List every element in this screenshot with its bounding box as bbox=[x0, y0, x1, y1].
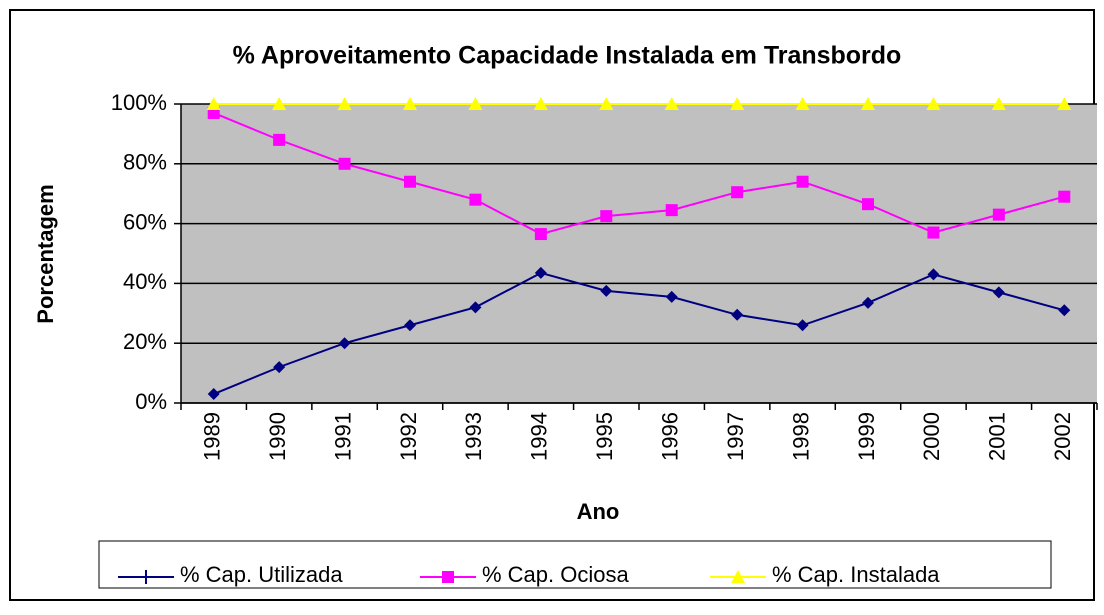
legend-label: % Cap. Utilizada bbox=[180, 562, 343, 587]
marker-square bbox=[273, 133, 286, 146]
marker-triangle bbox=[926, 97, 941, 110]
marker-triangle bbox=[1057, 97, 1072, 110]
x-tick-label: 2002 bbox=[1050, 412, 1075, 461]
y-tick-label: 80% bbox=[123, 150, 167, 175]
x-tick-label: 1991 bbox=[330, 412, 355, 461]
marker-triangle bbox=[403, 97, 417, 110]
marker-triangle bbox=[991, 97, 1006, 110]
marker-square bbox=[338, 157, 351, 170]
x-axis-label: Ano bbox=[577, 499, 620, 524]
marker-square bbox=[1058, 190, 1071, 203]
marker-diamond bbox=[992, 286, 1005, 299]
legend-label: % Cap. Ociosa bbox=[482, 562, 629, 587]
x-tick-label: 1994 bbox=[527, 412, 552, 461]
marker-diamond bbox=[927, 268, 940, 281]
marker-diamond bbox=[1058, 304, 1071, 317]
marker-diamond bbox=[207, 388, 220, 401]
plot-area bbox=[181, 104, 1097, 403]
marker-square bbox=[796, 175, 809, 188]
series-line bbox=[213, 271, 1065, 395]
marker-diamond bbox=[338, 337, 351, 350]
x-tick-label: 1989 bbox=[200, 412, 225, 461]
x-tick-label: 1997 bbox=[723, 412, 748, 461]
legend-box bbox=[98, 540, 1052, 589]
marker-diamond bbox=[600, 284, 613, 297]
series-line bbox=[213, 112, 1065, 236]
marker-square bbox=[469, 193, 482, 206]
chart-title: % Aproveitamento Capacidade Instalada em… bbox=[233, 42, 902, 70]
x-tick-label: 1990 bbox=[265, 412, 290, 461]
marker-triangle bbox=[730, 97, 745, 110]
marker-diamond bbox=[273, 361, 286, 374]
marker-square bbox=[442, 571, 454, 583]
marker-square bbox=[862, 198, 874, 211]
x-tick-label: 1995 bbox=[592, 412, 617, 461]
x-tick-label: 1998 bbox=[788, 412, 813, 461]
y-tick-label: 0% bbox=[135, 389, 167, 414]
x-tick-label: 1999 bbox=[854, 412, 879, 461]
marker-square bbox=[731, 186, 744, 199]
marker-square bbox=[992, 208, 1005, 221]
marker-triangle bbox=[533, 97, 548, 110]
y-tick-label: 20% bbox=[123, 329, 167, 354]
marker-square bbox=[927, 226, 940, 239]
marker-square bbox=[665, 204, 678, 217]
x-tick-label: 2001 bbox=[985, 412, 1010, 461]
x-tick-label: 2000 bbox=[919, 412, 944, 461]
marker-triangle bbox=[337, 97, 352, 110]
marker-diamond bbox=[534, 266, 547, 279]
x-tick-label: 1992 bbox=[396, 412, 421, 461]
marker-triangle bbox=[795, 97, 810, 110]
marker-diamond bbox=[665, 290, 678, 303]
marker-triangle bbox=[861, 97, 875, 110]
marker-square bbox=[600, 210, 613, 223]
marker-diamond bbox=[862, 296, 874, 309]
marker-triangle bbox=[272, 97, 287, 110]
marker-triangle bbox=[599, 97, 614, 110]
y-axis-label: Porcentagem bbox=[33, 184, 58, 323]
marker-square bbox=[404, 175, 416, 188]
y-tick-label: 60% bbox=[123, 209, 167, 234]
marker-diamond bbox=[469, 301, 482, 314]
marker-triangle bbox=[731, 570, 745, 583]
y-tick-label: 40% bbox=[123, 269, 167, 294]
marker-diamond bbox=[404, 319, 416, 332]
marker-diamond bbox=[731, 308, 744, 321]
x-tick-label: 1993 bbox=[461, 412, 486, 461]
marker-diamond bbox=[796, 319, 809, 332]
marker-square bbox=[534, 228, 547, 241]
marker-triangle bbox=[206, 97, 221, 110]
marker-triangle bbox=[664, 97, 679, 110]
marker-triangle bbox=[468, 97, 483, 110]
y-tick-label: 100% bbox=[111, 90, 167, 115]
x-tick-label: 1996 bbox=[658, 412, 683, 461]
legend-label: % Cap. Instalada bbox=[772, 562, 940, 587]
